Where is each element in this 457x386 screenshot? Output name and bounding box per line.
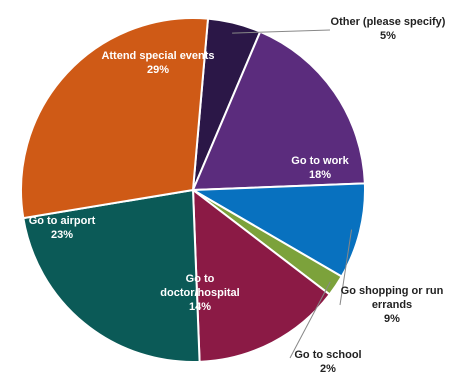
slice-category-label: Go shopping or run — [341, 285, 444, 297]
slice-category-label: Go to — [186, 273, 215, 285]
pie-slices — [20, 17, 366, 363]
slice-category-label: Attend special events — [101, 50, 214, 62]
slice-category-label: Go to work — [291, 155, 349, 167]
pie-slice-attend-special-events — [20, 17, 210, 220]
pie-slice-go-to-doctor-hospital — [191, 187, 332, 363]
leader-line — [232, 29, 331, 34]
slice-labels: Other (please specify) 5% Go to work 18% Go … — [29, 16, 446, 375]
pie-slice-go-to-work — [191, 30, 366, 192]
slice-percent-label: 18% — [309, 169, 331, 181]
leader-line — [339, 229, 353, 306]
pie-slice-go-shopping-or-run-errands — [189, 182, 366, 278]
slice-percent-label: 29% — [147, 64, 169, 76]
pie-slice-go-to-airport — [22, 188, 201, 363]
slice-category-label: Go to school — [294, 349, 361, 361]
slice-percent-label: 14% — [189, 301, 211, 313]
slice-category-label: Other (please specify) — [331, 16, 446, 28]
slice-percent-label: 9% — [384, 313, 400, 325]
slice-category-label: errands — [372, 299, 412, 311]
leader-line — [289, 281, 331, 359]
slice-percent-label: 2% — [320, 363, 336, 375]
leader-lines — [232, 29, 353, 359]
slice-category-label: Go to airport — [29, 215, 96, 227]
slice-category-label: doctor/hospital — [160, 287, 239, 299]
slice-percent-label: 23% — [51, 229, 73, 241]
slice-percent-label: 5% — [380, 30, 396, 42]
